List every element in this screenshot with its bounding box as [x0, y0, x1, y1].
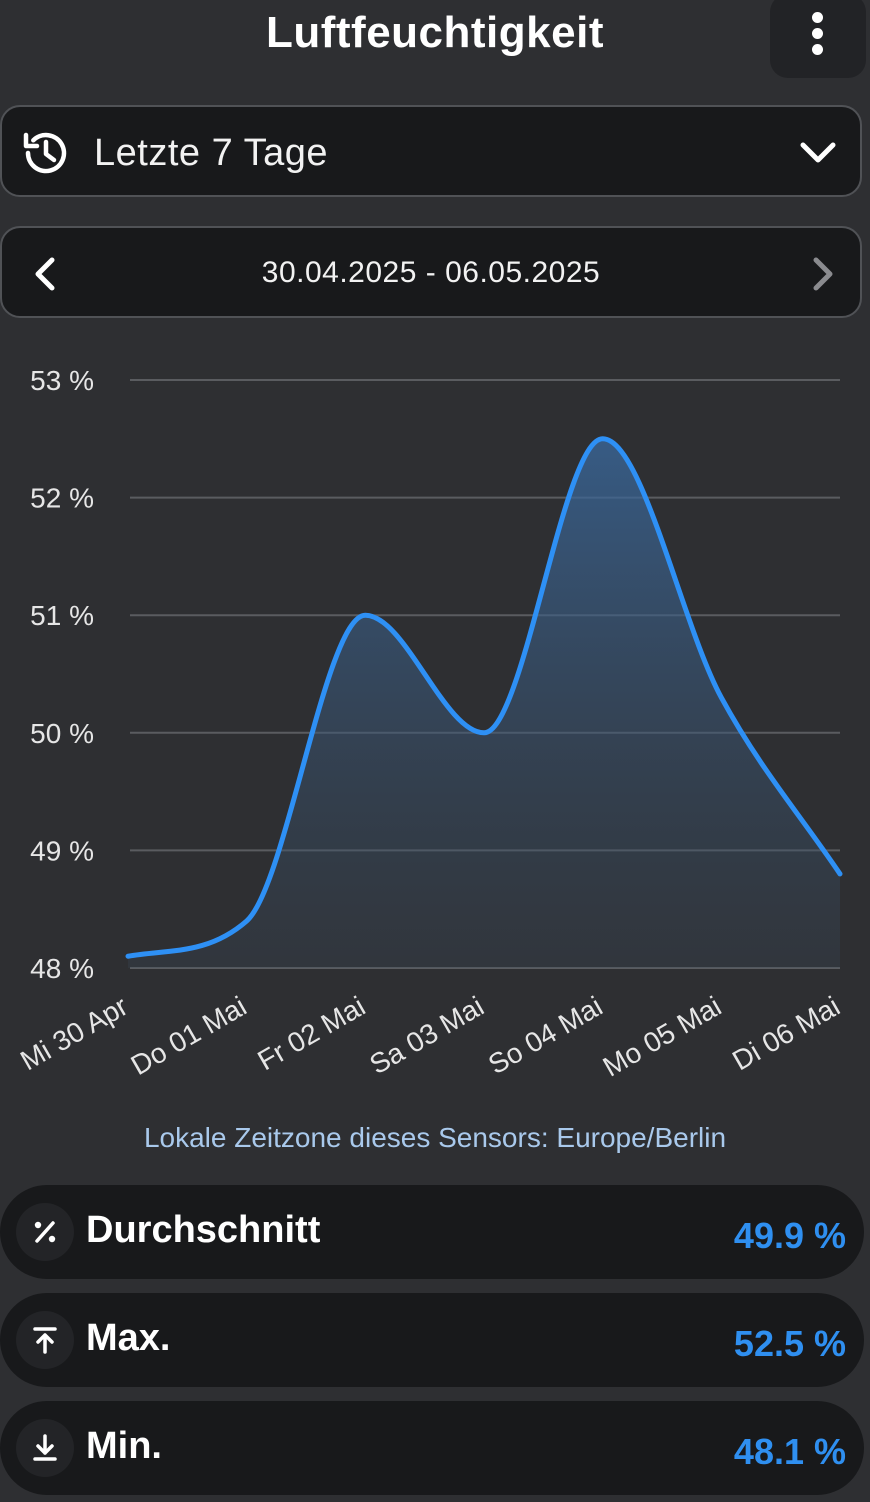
y-tick-label: 51 % [30, 600, 94, 631]
x-tick-label: Fr 02 Mai [252, 990, 370, 1076]
stat-label: Min. [86, 1425, 162, 1467]
stat-min: Min. 48.1 % [0, 1401, 864, 1495]
x-tick-label: So 04 Mai [483, 990, 608, 1080]
arrow-down-to-line-icon [16, 1419, 74, 1477]
humidity-line [125, 436, 843, 959]
chevron-down-icon [800, 142, 836, 163]
stat-value: 49.9 % [733, 1215, 846, 1256]
history-icon [23, 132, 67, 174]
x-tick-label: Sa 03 Mai [364, 990, 489, 1080]
date-range-label: 30.04.2025 - 06.05.2025 [261, 256, 601, 289]
time-range-select[interactable]: Letzte 7 Tage [0, 105, 862, 197]
time-range-label: Letzte 7 Tage [94, 132, 328, 174]
stat-max: Max. 52.5 % [0, 1293, 864, 1387]
x-tick-label: Di 06 Mai [727, 990, 845, 1076]
page-title: Luftfeuchtigkeit [266, 8, 604, 57]
stat-label: Durchschnitt [86, 1209, 321, 1251]
arrow-up-to-line-icon [16, 1311, 74, 1369]
timezone-note: Lokale Zeitzone dieses Sensors: Europe/B… [143, 1122, 727, 1153]
chevron-left-icon[interactable] [28, 254, 64, 294]
x-tick-label: Mo 05 Mai [598, 990, 727, 1082]
date-navigation: 30.04.2025 - 06.05.2025 [0, 226, 862, 318]
humidity-area [128, 438, 840, 968]
percent-icon [16, 1203, 74, 1261]
y-tick-label: 48 % [30, 953, 94, 984]
y-tick-label: 53 % [30, 365, 94, 396]
header: Luftfeuchtigkeit [0, 0, 870, 80]
chevron-right-icon[interactable] [804, 254, 840, 294]
more-options-button[interactable] [770, 0, 866, 78]
stat-label: Max. [86, 1317, 171, 1359]
y-tick-label: 49 % [30, 835, 94, 866]
x-tick-label: Do 01 Mai [126, 990, 252, 1081]
stat-value: 52.5 % [733, 1323, 846, 1364]
y-tick-label: 52 % [30, 483, 94, 514]
y-tick-label: 50 % [30, 718, 94, 749]
stat-average: Durchschnitt 49.9 % [0, 1185, 864, 1279]
x-tick-label: Mi 30 Apr [15, 990, 133, 1076]
stat-value: 48.1 % [733, 1431, 846, 1472]
